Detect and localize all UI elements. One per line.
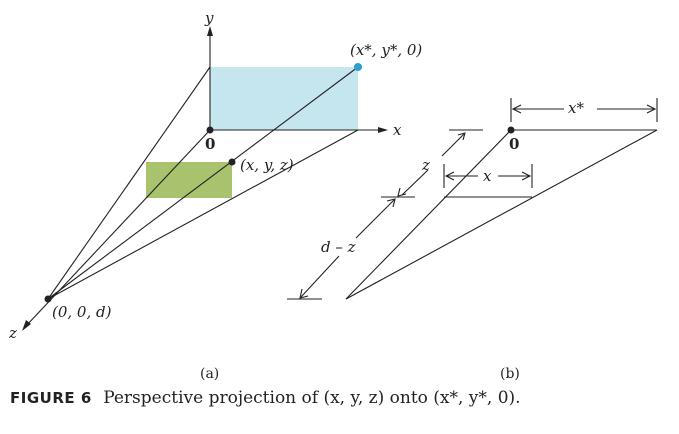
origin-point-a (206, 126, 214, 134)
panel-b-diagram (287, 98, 658, 300)
z-dim-line-lower (401, 169, 429, 196)
d-minus-z-dimension-label: d – z (321, 238, 356, 256)
projection-plane (210, 67, 358, 130)
ray-to-projected-point (47, 66, 359, 300)
x-dimension-label: x (483, 167, 492, 185)
x-arrow-left (444, 171, 455, 181)
dz-arrow-bottom (299, 288, 309, 299)
triangle-left-side (345, 129, 512, 300)
origin-point-b (507, 126, 515, 134)
x-axis-arrow (378, 127, 388, 133)
z-arrow-top (457, 132, 466, 141)
eye-point (44, 295, 52, 303)
ray-to-plane-top-left (47, 66, 211, 300)
x-star-arrow-right (646, 104, 657, 114)
z-arrow-bottom (397, 187, 407, 197)
panel-a-label: (a) (200, 366, 219, 382)
object-region (146, 162, 232, 198)
projected-point-label: (x*, y*, 0) (350, 41, 422, 59)
projected-point (354, 63, 362, 71)
figure-caption: FIGURE 6 Perspective projection of (x, y… (10, 388, 670, 408)
x-star-dimension-label: x* (568, 99, 584, 117)
object-point-label: (x, y, z) (240, 156, 294, 174)
eye-point-label: (0, 0, d) (52, 303, 112, 321)
z-dim-line-upper (441, 133, 465, 157)
dz-dim-line-upper (355, 199, 395, 239)
dz-dim-line-lower (300, 255, 340, 298)
y-axis-label: y (204, 9, 214, 27)
z-dimension-label: z (421, 156, 430, 174)
z-axis (25, 129, 211, 327)
caption-text: Perspective projection of (x, y, z) onto… (103, 388, 521, 408)
origin-label-b: 0 (509, 135, 519, 153)
object-point (228, 158, 236, 166)
panel-b-label: (b) (500, 366, 520, 382)
dz-arrow-top (386, 198, 396, 208)
x-arrow-right (521, 171, 532, 181)
triangle-hypotenuse (345, 129, 658, 300)
figure-label: FIGURE 6 (10, 389, 92, 407)
z-axis-label: z (8, 324, 17, 342)
x-star-arrow-left (511, 104, 522, 114)
x-axis-label: x (393, 121, 402, 139)
panel-a-diagram (22, 26, 388, 331)
ray-to-x-axis-end (47, 129, 359, 300)
y-axis-arrow (207, 26, 213, 36)
z-axis-arrow (22, 320, 31, 331)
origin-label-a: 0 (205, 135, 215, 153)
